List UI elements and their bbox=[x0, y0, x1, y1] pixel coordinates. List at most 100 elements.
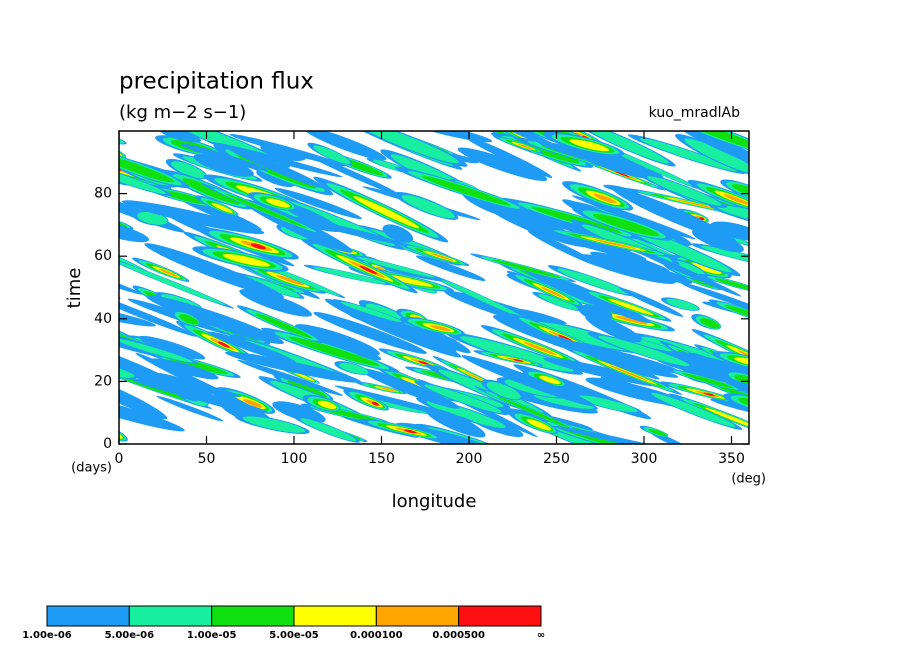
contour-fill bbox=[119, 264, 143, 295]
contour-fill bbox=[650, 431, 689, 444]
contour-fill bbox=[724, 305, 749, 322]
x-axis-unit: (deg) bbox=[731, 472, 766, 487]
contour-fill bbox=[255, 313, 313, 339]
contour-fill bbox=[217, 341, 230, 348]
colorbar-box bbox=[375, 605, 460, 627]
contour-fill bbox=[716, 375, 749, 410]
contour-fill bbox=[239, 289, 312, 317]
contour-fill bbox=[610, 149, 693, 187]
contour-fill bbox=[222, 254, 270, 267]
contour-fill bbox=[119, 338, 193, 363]
contour-fill bbox=[412, 131, 493, 143]
contour-fill bbox=[272, 401, 326, 423]
contour-fill bbox=[243, 399, 263, 408]
contour-fill bbox=[619, 287, 684, 317]
x-tick-label: 300 bbox=[631, 451, 658, 467]
contour-fill bbox=[752, 290, 784, 305]
contour-fill bbox=[370, 399, 427, 413]
contour-fill bbox=[317, 400, 337, 409]
contour-fill bbox=[700, 245, 749, 267]
contour-fill bbox=[676, 199, 718, 210]
contour-fill bbox=[242, 416, 306, 433]
contour-fill bbox=[743, 141, 749, 167]
contour-fill bbox=[748, 142, 792, 169]
contour-fill bbox=[404, 429, 417, 434]
contour-fill bbox=[651, 392, 736, 428]
contour-fill bbox=[538, 294, 579, 310]
contour-fill bbox=[418, 360, 430, 365]
contour-fill bbox=[614, 171, 631, 178]
contour-fill bbox=[647, 176, 722, 206]
contour-fill bbox=[119, 131, 127, 145]
contour-fill bbox=[421, 175, 511, 206]
contour-fill bbox=[714, 278, 749, 292]
x-tick-label: 200 bbox=[456, 451, 483, 467]
contour-fill bbox=[609, 365, 649, 382]
contour-fill bbox=[681, 372, 734, 389]
contour-fill bbox=[491, 259, 562, 279]
contour-fill bbox=[615, 315, 648, 325]
contour-fill bbox=[648, 428, 668, 437]
contour-fill bbox=[119, 287, 121, 301]
contour-fill bbox=[593, 239, 637, 249]
contour-fill bbox=[293, 372, 315, 382]
contour-fill bbox=[159, 268, 178, 277]
contour-fill bbox=[463, 135, 553, 178]
contour-fill bbox=[731, 184, 749, 197]
contour-fill bbox=[457, 147, 548, 182]
contour-fill bbox=[119, 220, 150, 243]
contour-fill bbox=[598, 335, 690, 367]
contour-fill bbox=[688, 131, 749, 152]
contour-fill bbox=[288, 336, 380, 367]
contour-fill bbox=[773, 156, 782, 162]
contour-fill bbox=[464, 371, 488, 383]
colorbar-label: 0.000100 bbox=[350, 630, 403, 641]
contour-fill bbox=[569, 139, 610, 152]
chart-title: precipitation flux bbox=[119, 69, 314, 95]
x-tick-label: 0 bbox=[115, 451, 124, 467]
contour-fill bbox=[119, 261, 225, 305]
x-axis-label: longitude bbox=[392, 491, 477, 512]
y-tick-label: 0 bbox=[103, 436, 112, 452]
contour-fill bbox=[593, 193, 617, 204]
contour-fill bbox=[496, 396, 571, 429]
y-tick-label: 80 bbox=[94, 186, 112, 202]
colorbar-label: ∞ bbox=[537, 630, 545, 641]
contour-fill bbox=[512, 358, 524, 362]
contour-fill bbox=[527, 230, 602, 267]
contour-fill bbox=[415, 255, 486, 281]
colorbar-box bbox=[128, 605, 213, 627]
y-axis-unit: (days) bbox=[71, 461, 112, 476]
contour-fill bbox=[180, 143, 269, 172]
contour-fill bbox=[225, 193, 308, 229]
contour-fill bbox=[734, 357, 749, 367]
colorbar-label: 5.00e-06 bbox=[105, 630, 155, 641]
contour-fill bbox=[119, 303, 156, 327]
contour-fill bbox=[222, 144, 325, 189]
contour-fill bbox=[145, 295, 285, 344]
contour-fill bbox=[358, 367, 460, 409]
contour-fill bbox=[384, 320, 457, 353]
colorbar-label: 1.00e-06 bbox=[22, 630, 72, 641]
contour-fill bbox=[684, 138, 749, 175]
contour-fill bbox=[313, 145, 351, 164]
contour-fill bbox=[486, 382, 521, 400]
contour-fill bbox=[380, 387, 397, 392]
contour-fill bbox=[531, 206, 622, 234]
contour-fill bbox=[138, 335, 206, 360]
contour-fill bbox=[266, 265, 340, 296]
contour-fill bbox=[581, 131, 669, 164]
contour-fill bbox=[302, 217, 343, 232]
colorbar-box bbox=[458, 605, 542, 627]
contour-fill bbox=[430, 253, 454, 261]
contour-fill bbox=[250, 243, 266, 250]
contour-fill bbox=[623, 243, 742, 297]
contour-fill bbox=[159, 131, 202, 143]
contour-fill bbox=[578, 395, 638, 413]
x-tick-label: 100 bbox=[281, 451, 308, 467]
x-tick-label: 50 bbox=[198, 451, 216, 467]
contour-fill bbox=[287, 380, 327, 398]
contour-fill bbox=[461, 355, 595, 407]
contour-fill bbox=[557, 268, 630, 295]
